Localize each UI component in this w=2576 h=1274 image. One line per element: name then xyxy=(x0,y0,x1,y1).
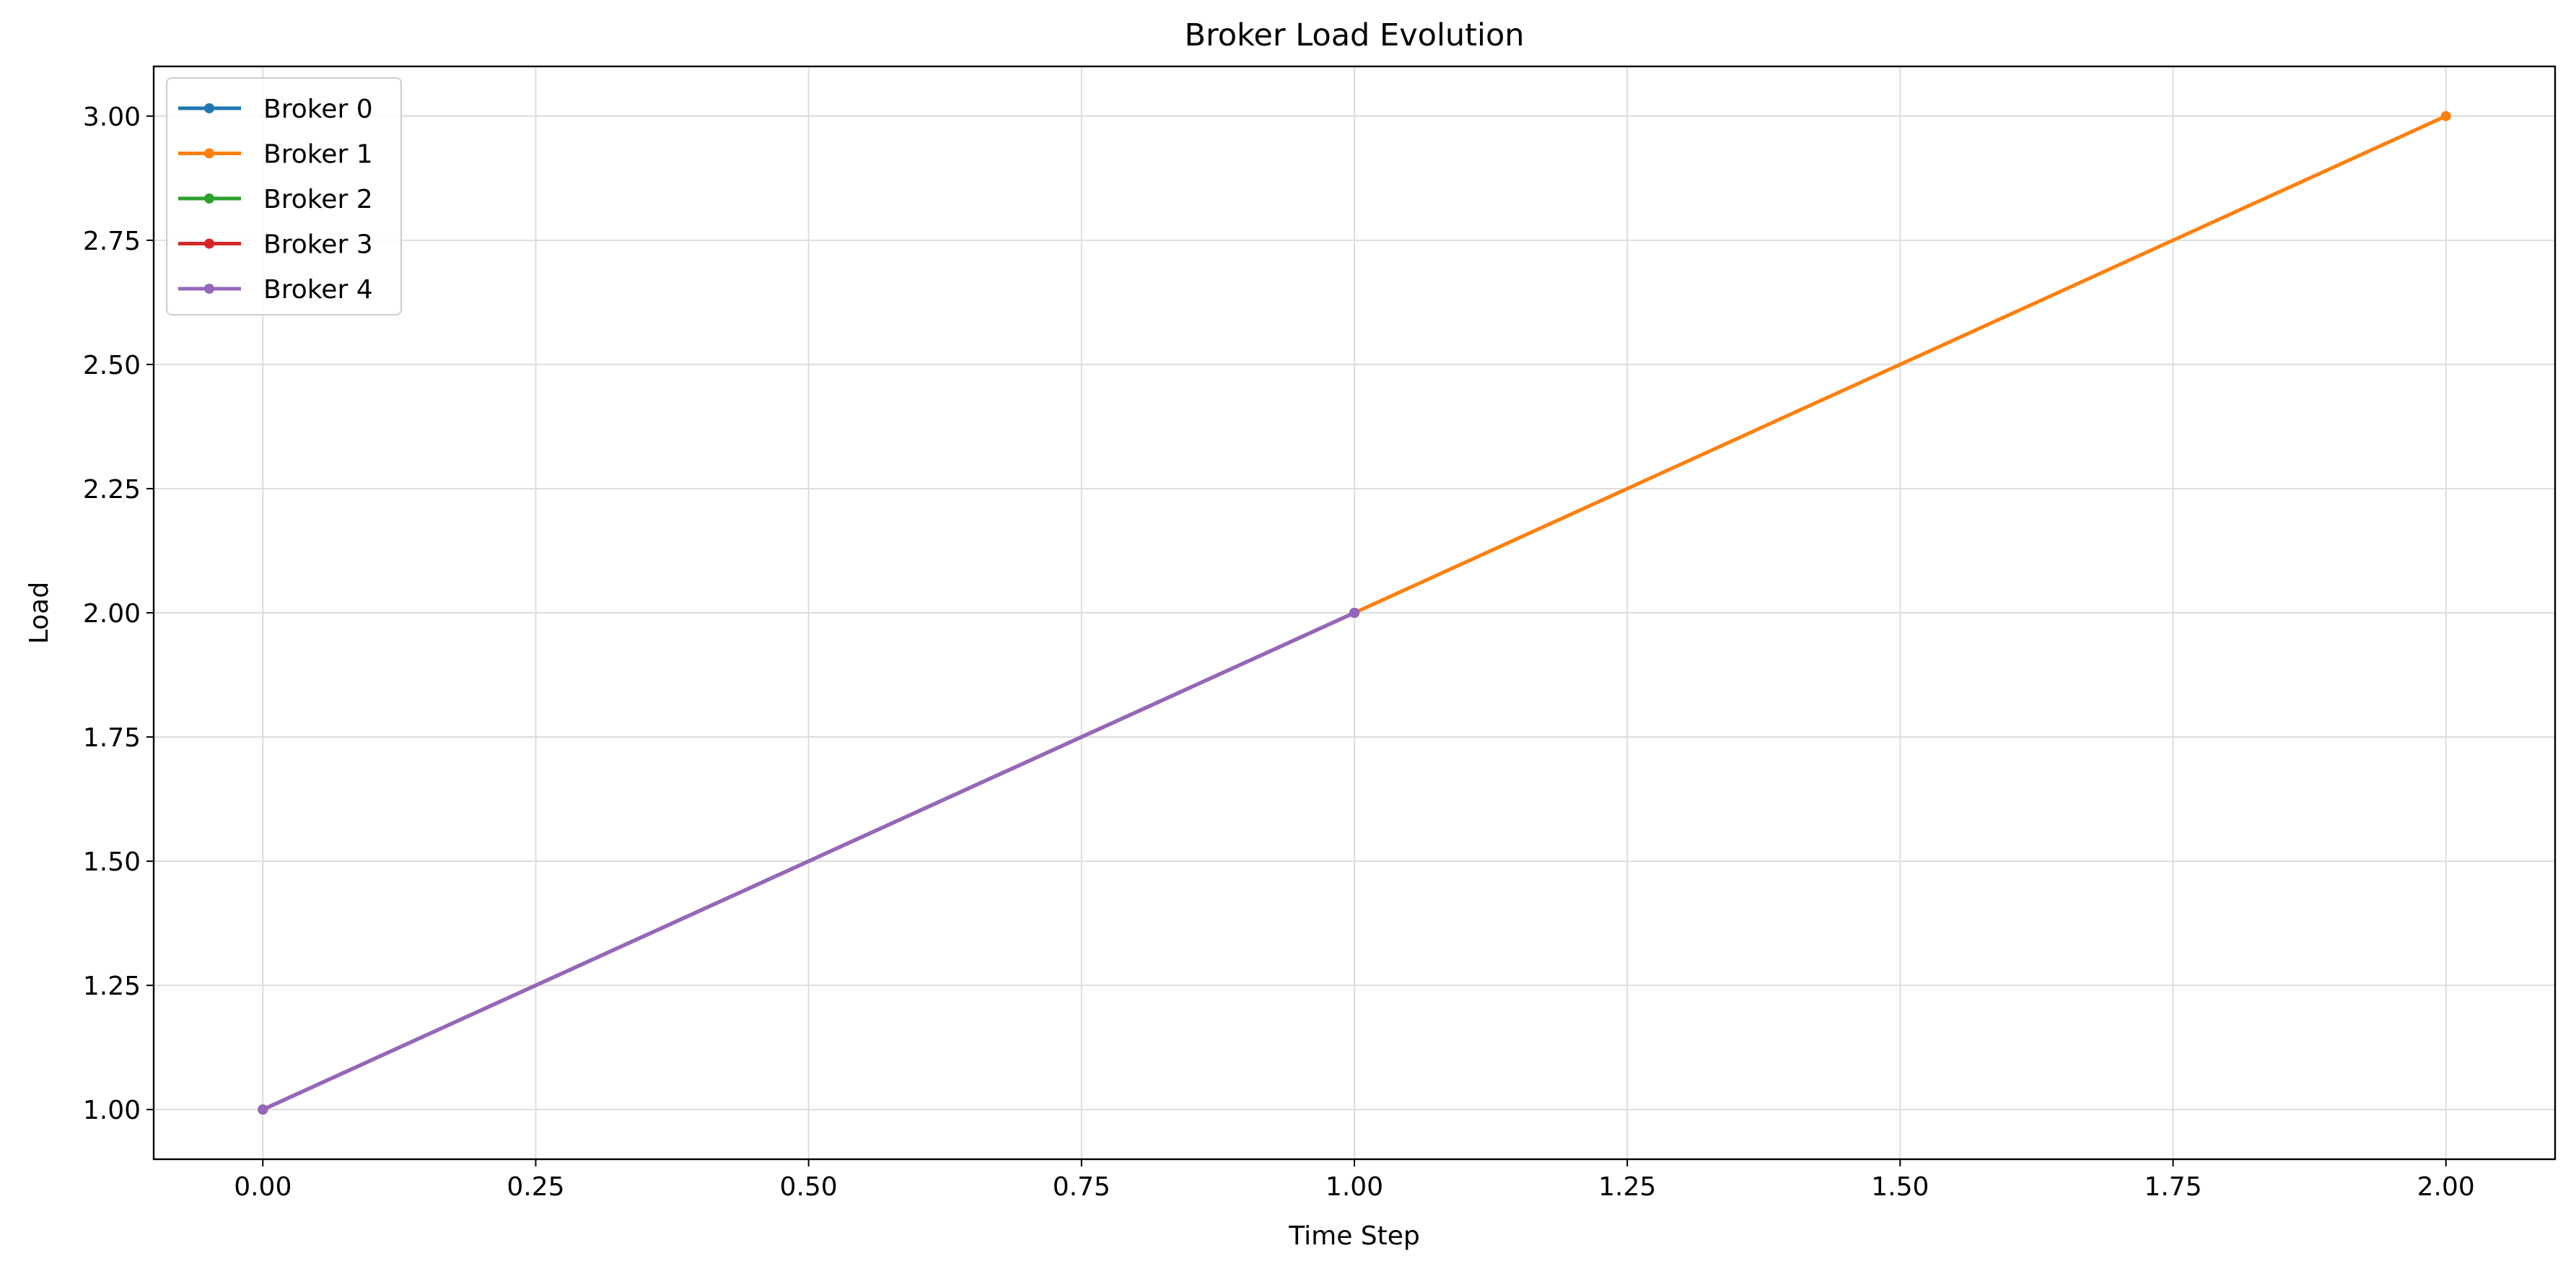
y-tick-label: 2.00 xyxy=(83,599,141,629)
legend-label: Broker 1 xyxy=(263,140,373,170)
series-line xyxy=(260,611,1357,1112)
y-tick-label: 1.25 xyxy=(83,972,141,1001)
legend-label: Broker 0 xyxy=(263,95,373,124)
x-tick-label: 1.75 xyxy=(2144,1172,2202,1202)
legend-label: Broker 4 xyxy=(263,275,373,305)
legend-swatch-marker xyxy=(204,148,214,159)
series-4 xyxy=(258,608,1359,1115)
legend-swatch-marker xyxy=(204,238,214,249)
x-tick-label: 1.50 xyxy=(1871,1172,1929,1202)
data-point xyxy=(2440,110,2451,121)
y-tick-label: 2.50 xyxy=(83,351,141,380)
legend: Broker 0 Broker 1 Broker 2 Broker 3 Broker 4 xyxy=(166,77,402,315)
x-tick-label: 0.00 xyxy=(234,1172,292,1202)
legend-swatch-marker xyxy=(204,193,214,204)
axis-ticks: 0.00 0.25 0.50 0.75 1.00 1.25 1.50 1.75 2.00 1.00… xyxy=(83,102,2475,1202)
y-axis-label: Load xyxy=(25,582,54,644)
x-axis-label: Time Step xyxy=(1288,1221,1420,1251)
chart-title: Broker Load Evolution xyxy=(1184,17,1524,53)
y-tick-label: 1.75 xyxy=(83,723,141,753)
data-point xyxy=(258,1104,268,1115)
y-tick-label: 3.00 xyxy=(83,102,141,132)
y-tick-label: 2.75 xyxy=(83,227,141,256)
data-point xyxy=(1349,608,1359,618)
legend-label: Broker 3 xyxy=(263,230,373,260)
legend-box xyxy=(166,77,402,315)
x-tick-label: 0.25 xyxy=(507,1172,564,1202)
x-tick-label: 1.00 xyxy=(1326,1172,1383,1202)
y-tick-label: 1.00 xyxy=(83,1096,141,1125)
x-tick-label: 1.25 xyxy=(1598,1172,1656,1202)
x-tick-label: 0.50 xyxy=(780,1172,838,1202)
legend-swatch-marker xyxy=(204,284,214,294)
series-layer xyxy=(258,110,2451,1115)
legend-swatch-marker xyxy=(204,103,214,113)
y-tick-label: 2.25 xyxy=(83,475,141,505)
y-tick-label: 1.50 xyxy=(83,847,141,877)
x-tick-label: 2.00 xyxy=(2417,1172,2475,1202)
legend-label: Broker 2 xyxy=(263,185,373,214)
x-tick-label: 0.75 xyxy=(1053,1172,1110,1202)
